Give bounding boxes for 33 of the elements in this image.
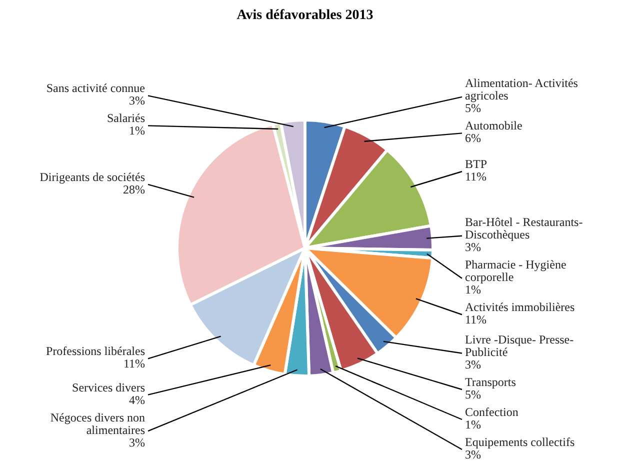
slice-label: Bar-Hôtel - Restaurants- Discothèques — [465, 215, 583, 242]
slice-label: Automobile — [465, 118, 522, 133]
slice-label: Activités immobilières — [465, 300, 575, 314]
slice-label: Professions libérales — [46, 344, 146, 358]
data-label: 11% — [123, 356, 145, 371]
data-label: 3% — [465, 240, 481, 254]
slice-label: Salariés — [107, 111, 146, 126]
data-label: 5% — [465, 388, 481, 402]
slice-label: Alimentation- Activités agricoles — [465, 76, 578, 103]
slice-label: Livre -Disque- Presse- Publicité — [465, 332, 574, 359]
data-label: 1% — [129, 124, 145, 138]
slice-label: Equipements collectifs — [465, 435, 575, 449]
slice-label: Dirigeants de sociétés — [40, 170, 146, 184]
data-label: 28% — [123, 182, 145, 196]
data-label: 4% — [129, 392, 145, 407]
data-label: 11% — [465, 312, 487, 327]
data-label: 3% — [129, 94, 145, 108]
slice-label: Services divers — [72, 380, 146, 394]
slice-label: Confection — [465, 405, 518, 419]
data-label: 11% — [465, 170, 487, 184]
chart-title: Avis défavorables 2013 — [236, 8, 374, 23]
data-label: 1% — [465, 282, 481, 297]
data-label: 5% — [465, 101, 481, 116]
slice-label: Transports — [465, 375, 516, 389]
slice-label: Négoces divers non alimentaires — [50, 410, 146, 437]
data-label: 6% — [465, 131, 481, 146]
slice-label: BTP — [465, 157, 488, 171]
data-label: 3% — [465, 448, 481, 462]
data-label: 3% — [465, 358, 481, 372]
slice-label: Sans activité connue — [46, 81, 145, 96]
data-label: 3% — [129, 435, 145, 450]
slice-label: Pharmacie - Hygiène corporelle — [465, 258, 566, 284]
data-label: 1% — [465, 418, 481, 432]
